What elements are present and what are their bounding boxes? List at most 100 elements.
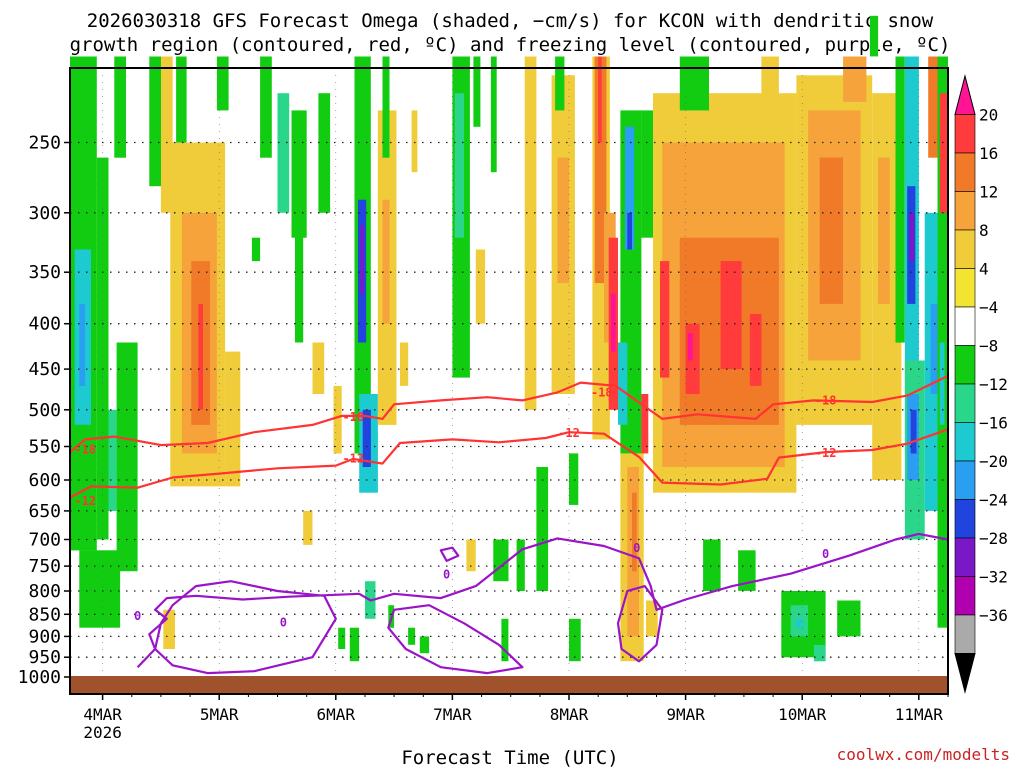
colorbar-label: −4 — [979, 298, 998, 317]
omega-shaded-cell — [688, 333, 693, 361]
omega-shaded-cell — [910, 409, 917, 454]
omega-shaded-cell — [843, 56, 867, 102]
y-tick-label: 750 — [28, 556, 61, 577]
credit-text: coolwx.com/modelts — [837, 745, 1010, 764]
colorbar-swatch — [954, 576, 976, 616]
x-tick-label: 8MAR — [550, 705, 589, 724]
omega-shaded-cell — [493, 539, 509, 582]
omega-shaded-cell — [116, 342, 138, 572]
y-tick-label: 250 — [28, 133, 61, 154]
colorbar-swatch — [954, 306, 976, 346]
omega-shaded-cell — [277, 93, 290, 213]
colorbar-label: 12 — [979, 183, 998, 202]
omega-shaded-cell — [408, 627, 416, 645]
contour-label: 0 — [822, 547, 829, 561]
omega-shaded-cell — [216, 56, 229, 111]
x-year-label: 2026 — [83, 723, 122, 742]
colorbar-swatch — [954, 191, 976, 231]
contour-label: -12 — [74, 494, 96, 508]
y-tick-label: 450 — [28, 359, 61, 380]
omega-shaded-cell — [295, 212, 304, 343]
colorbar-swatch — [954, 268, 976, 308]
omega-shaded-cell — [939, 93, 948, 213]
omega-shaded-cell — [260, 56, 272, 158]
omega-shaded-cell — [79, 303, 86, 386]
contour-label: -12 — [558, 426, 580, 440]
omega-shaded-cell — [569, 618, 581, 662]
omega-shaded-cell — [679, 56, 709, 111]
colorbar-label: −8 — [979, 337, 998, 356]
omega-shaded-cell — [349, 627, 360, 662]
omega-shaded-cell — [176, 56, 187, 143]
freezing-level-loop — [387, 604, 524, 675]
y-tick-label: 650 — [28, 501, 61, 522]
omega-shaded-cell — [466, 539, 476, 572]
y-tick-label: 400 — [28, 314, 61, 335]
colorbar-label: −24 — [979, 491, 1008, 510]
y-tick-label: 600 — [28, 470, 61, 491]
omega-shaded-cell — [411, 110, 418, 173]
omega-shaded-cell — [419, 636, 430, 654]
omega-shaded-cell — [625, 126, 635, 250]
y-tick-label: 900 — [28, 626, 61, 647]
omega-shaded-cell — [360, 225, 364, 294]
x-tick-label: 4MAR — [83, 705, 122, 724]
omega-shaded-cell — [251, 237, 261, 262]
omega-shaded-cell — [930, 303, 940, 394]
colorbar-swatch — [954, 114, 976, 154]
omega-shaded-cell — [79, 550, 121, 628]
omega-shaded-cell — [473, 56, 481, 127]
contour-label: 0 — [134, 609, 141, 623]
omega-shaded-cell — [501, 618, 509, 662]
omega-shaded-cell — [333, 385, 342, 454]
omega-shaded-cell — [618, 342, 628, 425]
omega-shaded-cell — [939, 342, 945, 425]
omega-shaded-cell — [641, 110, 653, 238]
omega-shaded-cell — [598, 56, 602, 143]
omega-shaded-cell — [611, 293, 616, 352]
contour-label: -12 — [815, 446, 837, 460]
colorbar-label: −16 — [979, 414, 1008, 433]
omega-shaded-cell — [569, 453, 579, 505]
omega-shaded-cell — [382, 199, 390, 324]
colorbar-swatch — [954, 460, 976, 500]
omega-shaded-cell — [160, 56, 173, 213]
y-tick-label: 700 — [28, 530, 61, 551]
omega-shaded-cell — [761, 56, 779, 127]
contour-label: -18 — [591, 386, 613, 400]
x-axis-title: Forecast Time (UTC) — [401, 747, 618, 768]
colorbar-label: −32 — [979, 568, 1008, 587]
colorbar-label: −12 — [979, 375, 1008, 394]
omega-shaded-cell — [318, 93, 331, 213]
colorbar: 20 16 12 8 4 −4 −8 −12 −16 −20 −24 −28 −32 −36 — [954, 74, 1008, 694]
chart-title-line2: growth region (contoured, red, ºC) and f… — [70, 34, 951, 56]
plot-frame — [69, 67, 949, 695]
colorbar-swatch — [954, 537, 976, 577]
omega-shaded-cell — [720, 261, 742, 370]
omega-shaded-cell — [108, 409, 117, 511]
omega-shaded-cell — [796, 618, 803, 628]
omega-shaded-cell — [303, 510, 313, 545]
contour-label: -12 — [342, 452, 364, 466]
colorbar-label: −36 — [979, 606, 1008, 625]
omega-shaded-cell — [536, 467, 549, 591]
omega-shaded-cell — [338, 627, 346, 649]
freezing-level-loop — [439, 546, 460, 563]
contour-label: 0 — [280, 616, 287, 630]
omega-shaded-cell — [738, 550, 756, 591]
omega-shaded-cell — [660, 261, 670, 378]
x-tick-label: 11MAR — [895, 705, 944, 724]
omega-shaded-cell — [749, 314, 762, 386]
x-tick-label: 5MAR — [200, 705, 239, 724]
colorbar-swatch — [954, 383, 976, 423]
omega-shaded-cell — [555, 56, 565, 111]
colorbar-label: −28 — [979, 529, 1008, 548]
omega-shaded-cell — [198, 303, 203, 410]
y-tick-label: 950 — [28, 647, 61, 668]
colorbar-label: −20 — [979, 452, 1008, 471]
contour-label: -18 — [342, 410, 364, 424]
colorbar-swatch — [954, 152, 976, 192]
omega-shaded-cell — [837, 600, 861, 637]
